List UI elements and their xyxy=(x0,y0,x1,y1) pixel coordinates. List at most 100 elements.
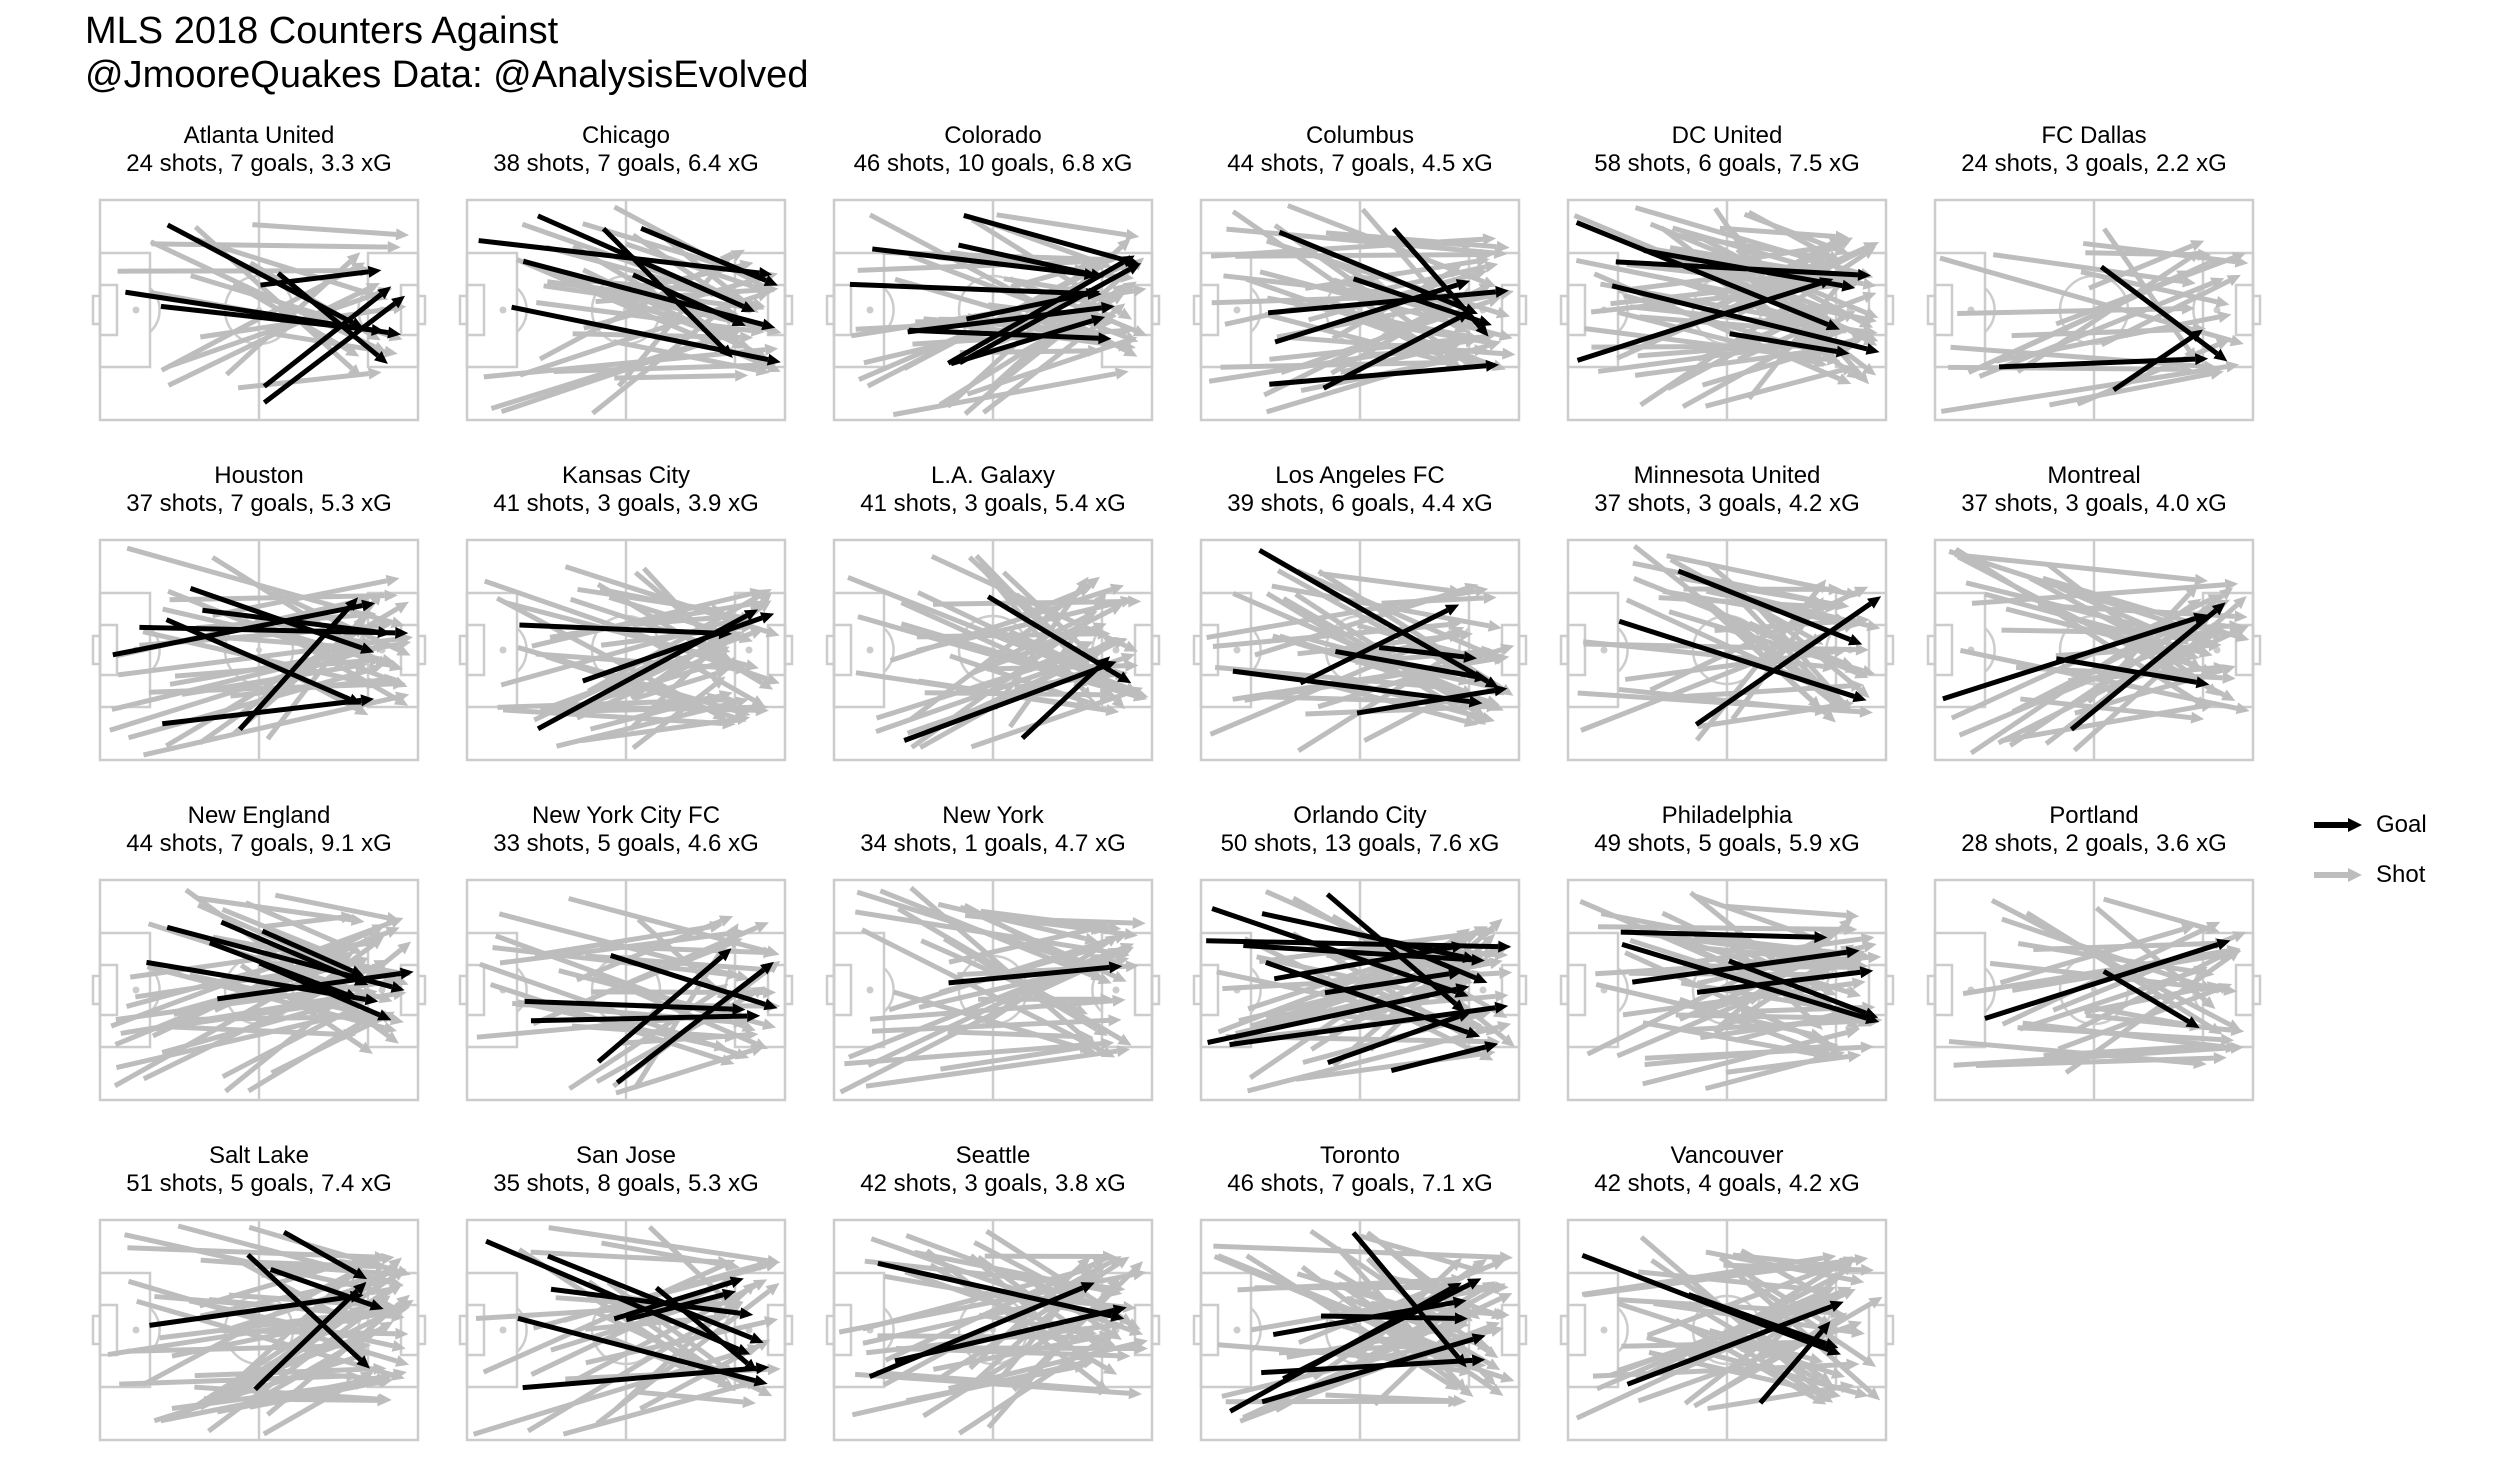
panel-summary: 39 shots, 6 goals, 4.4 xG xyxy=(1227,490,1493,517)
shot-arrow xyxy=(1632,560,1824,606)
shot-arrow xyxy=(854,1371,1142,1400)
goal-arrow xyxy=(485,1238,751,1355)
shot-arrow xyxy=(977,562,1092,701)
shot-arrow xyxy=(1717,1256,1854,1343)
shot-arrow xyxy=(2000,700,2215,744)
panel-summary: 44 shots, 7 goals, 4.5 xG xyxy=(1227,150,1493,177)
shot-arrow xyxy=(1971,578,2239,606)
panel-title: Salt Lake 51 shots, 5 goals, 7.4 xG xyxy=(79,1142,439,1198)
goal-arrow xyxy=(1581,1252,1841,1356)
pitch-panel xyxy=(1192,878,1528,1102)
goal-arrow xyxy=(2055,656,2210,689)
panel-team-name: Vancouver xyxy=(1670,1142,1784,1169)
shot-arrow xyxy=(244,900,363,954)
shot-arrow xyxy=(502,707,736,730)
panel-summary: 46 shots, 7 goals, 7.1 xG xyxy=(1227,1170,1493,1197)
shot-arrow xyxy=(1319,571,1463,597)
goal-arrow xyxy=(1351,1231,1467,1368)
shot-arrow xyxy=(1992,252,2196,288)
shot-arrow xyxy=(1723,1262,1875,1276)
shot-arrow xyxy=(169,638,412,687)
shot-arrow xyxy=(500,329,742,415)
pitch-panel xyxy=(1192,1218,1528,1442)
panel-title: Vancouver 42 shots, 4 goals, 4.2 xG xyxy=(1547,1142,1907,1198)
panel-title: Minnesota United 37 shots, 3 goals, 4.2 x… xyxy=(1547,462,1907,518)
goal-arrow xyxy=(189,585,375,654)
panel-title: Columbus 44 shots, 7 goals, 4.5 xG xyxy=(1180,122,1540,178)
shot-arrow xyxy=(252,222,410,241)
shot-arrow xyxy=(198,895,365,926)
panel-title: L.A. Galaxy 41 shots, 3 goals, 5.4 xG xyxy=(813,462,1173,518)
shot-arrow xyxy=(1325,1392,1467,1407)
shot-arrow xyxy=(2085,248,2212,261)
shot-arrow xyxy=(188,1298,406,1352)
panel-title: San Jose 35 shots, 8 goals, 5.3 xG xyxy=(446,1142,806,1198)
panel-summary: 50 shots, 13 goals, 7.6 xG xyxy=(1220,830,1500,857)
shot-arrow xyxy=(2016,250,2202,374)
panel-team-name: FC Dallas xyxy=(2041,122,2147,149)
shot-arrow xyxy=(985,1229,1134,1326)
shot-arrow xyxy=(978,641,1094,692)
goal-arrow xyxy=(1378,644,1478,663)
goal-arrow xyxy=(1611,283,1880,355)
shot-arrow xyxy=(2048,367,2224,408)
shot-arrow xyxy=(160,1023,357,1041)
shot-arrow xyxy=(1246,1021,1512,1094)
panel-summary: 58 shots, 6 goals, 7.5 xG xyxy=(1594,150,1860,177)
shot-arrow xyxy=(865,1045,1131,1089)
goal-arrow xyxy=(1729,331,1850,358)
shot-arrow-icon xyxy=(2314,868,2362,882)
shot-arrow xyxy=(238,1259,389,1273)
goal-arrow xyxy=(517,1315,768,1387)
goal-arrow xyxy=(253,1281,367,1392)
shot-arrow xyxy=(847,942,1135,1060)
goal-arrow xyxy=(948,961,1123,986)
goal-arrow xyxy=(868,1282,1095,1379)
pitch-panel xyxy=(91,538,427,762)
goal-arrow xyxy=(1984,938,2231,1021)
shot-arrow xyxy=(171,1377,369,1411)
pitch-panel xyxy=(825,198,1161,422)
shot-arrow xyxy=(1737,958,1869,972)
shot-arrow xyxy=(879,888,1112,985)
goal-arrow xyxy=(872,246,1098,281)
goal-arrow xyxy=(125,289,402,339)
goal-arrow xyxy=(546,1253,764,1344)
pitch-panel xyxy=(1192,198,1528,422)
shot-arrow xyxy=(2001,916,2215,992)
shot-arrow xyxy=(869,994,1126,1022)
shot-arrow xyxy=(136,1298,405,1381)
shot-arrow xyxy=(1577,690,1873,718)
pitch-panel xyxy=(91,878,427,1102)
panel-summary: 24 shots, 3 goals, 2.2 xG xyxy=(1961,150,2227,177)
goal-arrow xyxy=(1575,220,1840,331)
goal-arrow xyxy=(950,314,1106,367)
shot-arrow xyxy=(127,1245,388,1263)
panel-team-name: Philadelphia xyxy=(1661,802,1793,829)
panel-team-name: Orlando City xyxy=(1293,802,1427,829)
shot-arrow xyxy=(248,1224,411,1277)
panel-summary: 42 shots, 3 goals, 3.8 xG xyxy=(860,1170,1126,1197)
shot-arrow xyxy=(1746,1278,1877,1367)
shot-arrow xyxy=(492,945,741,981)
panel-summary: 37 shots, 3 goals, 4.2 xG xyxy=(1594,490,1860,517)
shot-arrow xyxy=(1214,664,1455,694)
panel-title: Portland 28 shots, 2 goals, 3.6 xG xyxy=(1914,802,2274,858)
shot-arrow xyxy=(966,910,1138,940)
panel-team-name: Portland xyxy=(2049,802,2139,829)
goal-arrow xyxy=(1211,906,1469,998)
goal-arrow xyxy=(1677,568,1863,646)
goal-arrow xyxy=(1274,279,1471,345)
panel-summary: 38 shots, 7 goals, 6.4 xG xyxy=(493,150,759,177)
goal-arrow xyxy=(1206,938,1512,953)
panel-title: Colorado 46 shots, 10 goals, 6.8 xG xyxy=(813,122,1173,178)
shot-arrow xyxy=(1575,258,1877,325)
goal-arrow xyxy=(262,295,406,405)
panel-team-name: San Jose xyxy=(575,1142,677,1169)
shot-arrow xyxy=(237,367,382,391)
shot-arrow xyxy=(868,212,1138,357)
pitch-panel xyxy=(1559,538,1895,762)
goal-arrow xyxy=(1261,1333,1486,1405)
panel-summary: 49 shots, 5 goals, 5.9 xG xyxy=(1594,830,1860,857)
panel-summary: 37 shots, 7 goals, 5.3 xG xyxy=(126,490,392,517)
